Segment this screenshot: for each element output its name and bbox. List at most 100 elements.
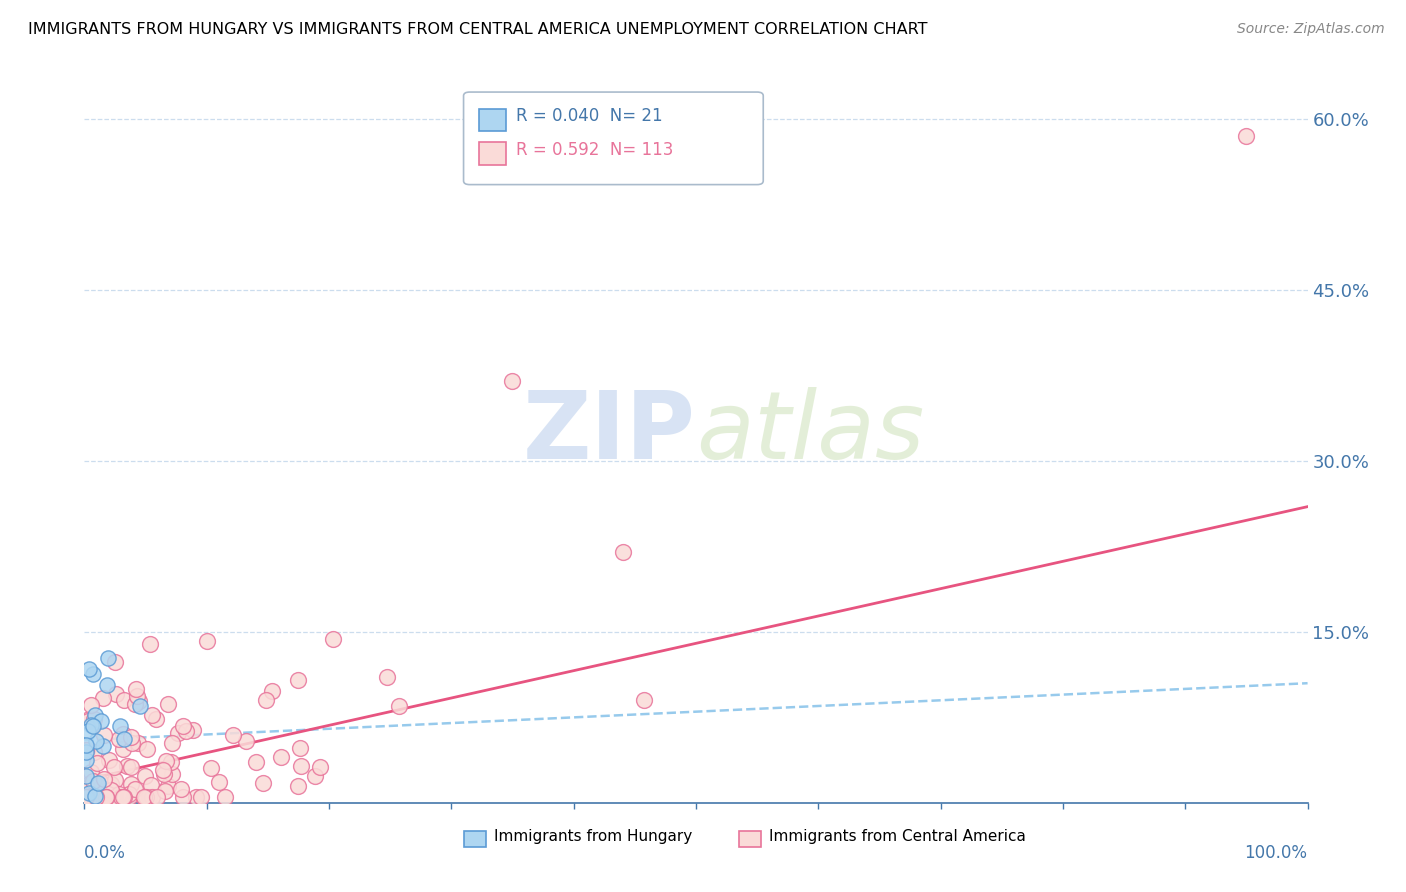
Point — [86, 756, 108, 771]
Point — [162, 737, 184, 751]
Point — [135, 790, 157, 805]
Point — [117, 790, 139, 805]
Point — [89, 775, 111, 789]
Point — [108, 719, 131, 733]
Point — [214, 790, 236, 805]
Point — [125, 682, 148, 697]
Point — [270, 750, 292, 764]
Point — [160, 756, 183, 770]
Point — [167, 725, 190, 739]
Point — [132, 790, 155, 805]
Point — [76, 781, 98, 796]
Point — [93, 728, 115, 742]
Point — [104, 655, 127, 669]
Point — [86, 783, 108, 797]
Point — [77, 712, 100, 726]
Point — [100, 777, 122, 791]
Point — [141, 707, 163, 722]
Point — [208, 774, 231, 789]
Point — [127, 736, 149, 750]
Point — [104, 687, 127, 701]
Point — [90, 790, 112, 805]
Point — [174, 723, 197, 738]
Point — [633, 692, 655, 706]
Point — [134, 769, 156, 783]
Point — [172, 790, 194, 805]
Point — [200, 761, 222, 775]
Point — [86, 779, 108, 793]
Point — [124, 697, 146, 711]
Point — [120, 760, 142, 774]
Point — [118, 787, 141, 801]
Point — [502, 375, 524, 389]
Point — [156, 779, 179, 793]
Point — [91, 739, 114, 753]
Point — [139, 778, 162, 792]
Point — [103, 760, 125, 774]
Point — [129, 698, 152, 713]
Point — [124, 782, 146, 797]
Point — [75, 790, 97, 805]
Bar — [738, 831, 761, 847]
Point — [82, 667, 104, 681]
Point — [160, 766, 183, 780]
Point — [235, 734, 257, 748]
Point — [245, 756, 267, 770]
Point — [79, 777, 101, 791]
Point — [80, 698, 103, 713]
Point — [75, 790, 97, 805]
Text: R = 0.040  N= 21: R = 0.040 N= 21 — [516, 108, 662, 126]
Point — [76, 742, 98, 756]
Point — [107, 731, 129, 746]
Point — [104, 790, 127, 805]
Point — [83, 708, 105, 723]
Point — [138, 790, 160, 805]
Point — [75, 745, 97, 759]
Point — [80, 764, 103, 779]
Point — [93, 691, 115, 706]
Point — [110, 790, 132, 805]
Point — [75, 769, 97, 783]
Point — [155, 755, 177, 769]
Point — [76, 790, 98, 805]
Point — [91, 790, 114, 805]
Point — [80, 718, 103, 732]
Point — [112, 790, 135, 805]
Point — [254, 693, 277, 707]
Point — [90, 714, 112, 729]
Point — [80, 790, 103, 805]
Point — [152, 764, 174, 778]
Bar — [479, 143, 506, 165]
Point — [184, 790, 207, 805]
Point — [96, 677, 118, 691]
Point — [115, 759, 138, 773]
Point — [132, 790, 155, 805]
Point — [84, 733, 107, 747]
Point — [84, 790, 107, 805]
Text: Source: ZipAtlas.com: Source: ZipAtlas.com — [1237, 22, 1385, 37]
Text: ZIP: ZIP — [523, 386, 696, 479]
Point — [145, 712, 167, 726]
Point — [190, 790, 212, 805]
Point — [146, 790, 169, 805]
Point — [195, 634, 218, 648]
Point — [77, 714, 100, 728]
Point — [172, 718, 194, 732]
Point — [120, 777, 142, 791]
FancyBboxPatch shape — [464, 92, 763, 185]
Point — [290, 759, 312, 773]
Point — [111, 727, 134, 741]
Point — [94, 790, 117, 805]
Point — [181, 723, 204, 738]
Point — [93, 790, 115, 805]
Point — [97, 650, 120, 665]
Point — [125, 689, 148, 703]
Point — [153, 783, 176, 797]
Point — [98, 753, 121, 767]
Point — [75, 753, 97, 767]
Point — [107, 787, 129, 801]
Point — [112, 692, 135, 706]
Point — [112, 731, 135, 746]
Text: atlas: atlas — [696, 387, 924, 478]
Point — [156, 697, 179, 711]
